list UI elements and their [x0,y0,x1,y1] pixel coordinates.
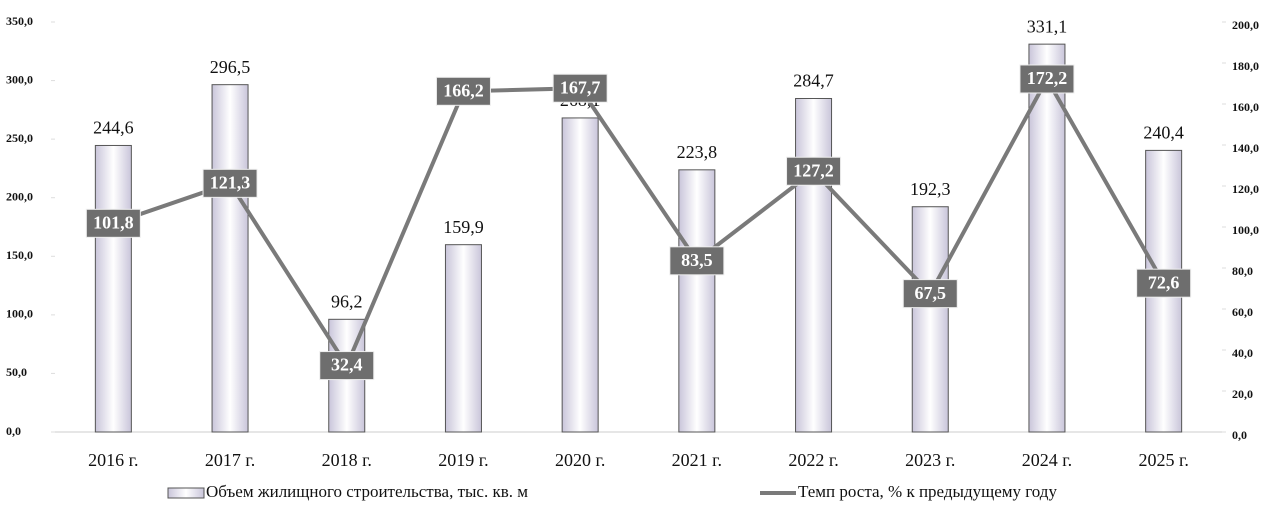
line-value-label: 167,7 [560,77,601,97]
y2-tick-label: 200,0 [1232,18,1259,32]
y2-tick-label: 160,0 [1232,100,1259,114]
x-tick-label: 2019 г. [438,450,488,470]
y-tick-label: 50,0 [6,365,27,379]
line-label-box [319,351,375,381]
y2-tick-label: 80,0 [1232,264,1253,278]
y-tick-label: 100,0 [6,307,33,321]
line-label-box [435,76,491,106]
line-value-label: 166,2 [443,80,484,100]
x-tick-label: 2025 г. [1138,450,1188,470]
bar-value-label: 240,4 [1143,123,1184,143]
x-tick-label: 2021 г. [672,450,722,470]
bar [1028,43,1066,433]
bar-value-label: 296,5 [210,57,251,77]
line-value-label: 172,2 [1027,68,1068,88]
line-value-label: 32,4 [331,355,363,375]
line-label-box [786,156,842,186]
line-label-box [202,168,258,198]
line-label-box [1136,268,1192,298]
line-value-label: 101,8 [93,212,134,232]
line-value-label: 121,3 [210,172,251,192]
y-tick-label: 300,0 [6,72,33,86]
x-tick-label: 2024 г. [1022,450,1072,470]
bar-value-label: 96,2 [331,291,363,311]
line-label-box [85,208,141,238]
y2-tick-label: 180,0 [1232,59,1259,73]
line-value-label: 72,6 [1148,272,1180,292]
y-tick-label: 200,0 [6,189,33,203]
bar [211,84,249,433]
bar [795,97,833,433]
line-label-box [552,73,608,103]
y2-tick-label: 120,0 [1232,182,1259,196]
x-tick-label: 2020 г. [555,450,605,470]
x-tick-label: 2016 г. [88,450,138,470]
bar [678,169,716,433]
bar-value-label: 159,9 [443,217,484,237]
line-label-box [902,279,958,309]
y2-tick-label: 40,0 [1232,346,1253,360]
line-value-label: 127,2 [793,160,834,180]
bar [911,206,949,433]
x-tick-label: 2022 г. [788,450,838,470]
bar-value-label: 192,3 [910,179,951,199]
bar-value-label: 331,1 [1027,16,1068,36]
x-tick-label: 2017 г. [205,450,255,470]
legend-label: Темп роста, % к предыдущему году [798,482,1057,501]
x-tick-label: 2023 г. [905,450,955,470]
line-label-box [1019,64,1075,94]
y2-tick-label: 140,0 [1232,141,1259,155]
bar-value-label: 284,7 [793,71,834,91]
line-label-box [669,246,725,276]
line [112,74,1166,370]
y2-tick-label: 100,0 [1232,223,1259,237]
y2-tick-label: 0,0 [1232,428,1247,442]
y-tick-label: 350,0 [6,14,33,28]
y2-tick-label: 20,0 [1232,387,1253,401]
legend-label: Объем жилищного строительства, тыс. кв. … [206,482,528,501]
bar [94,144,132,433]
y-tick-label: 250,0 [6,131,33,145]
y2-tick-label: 60,0 [1232,305,1253,319]
bar [561,117,599,433]
legend-swatch [167,487,205,499]
line-value-label: 83,5 [681,250,713,270]
line-value-label: 67,5 [915,283,947,303]
bar-value-label: 244,6 [93,118,134,138]
bar [444,244,482,433]
x-tick-label: 2018 г. [322,450,372,470]
y-tick-label: 0,0 [6,424,21,438]
bar-value-label: 223,8 [677,142,718,162]
y-tick-label: 150,0 [6,248,33,262]
